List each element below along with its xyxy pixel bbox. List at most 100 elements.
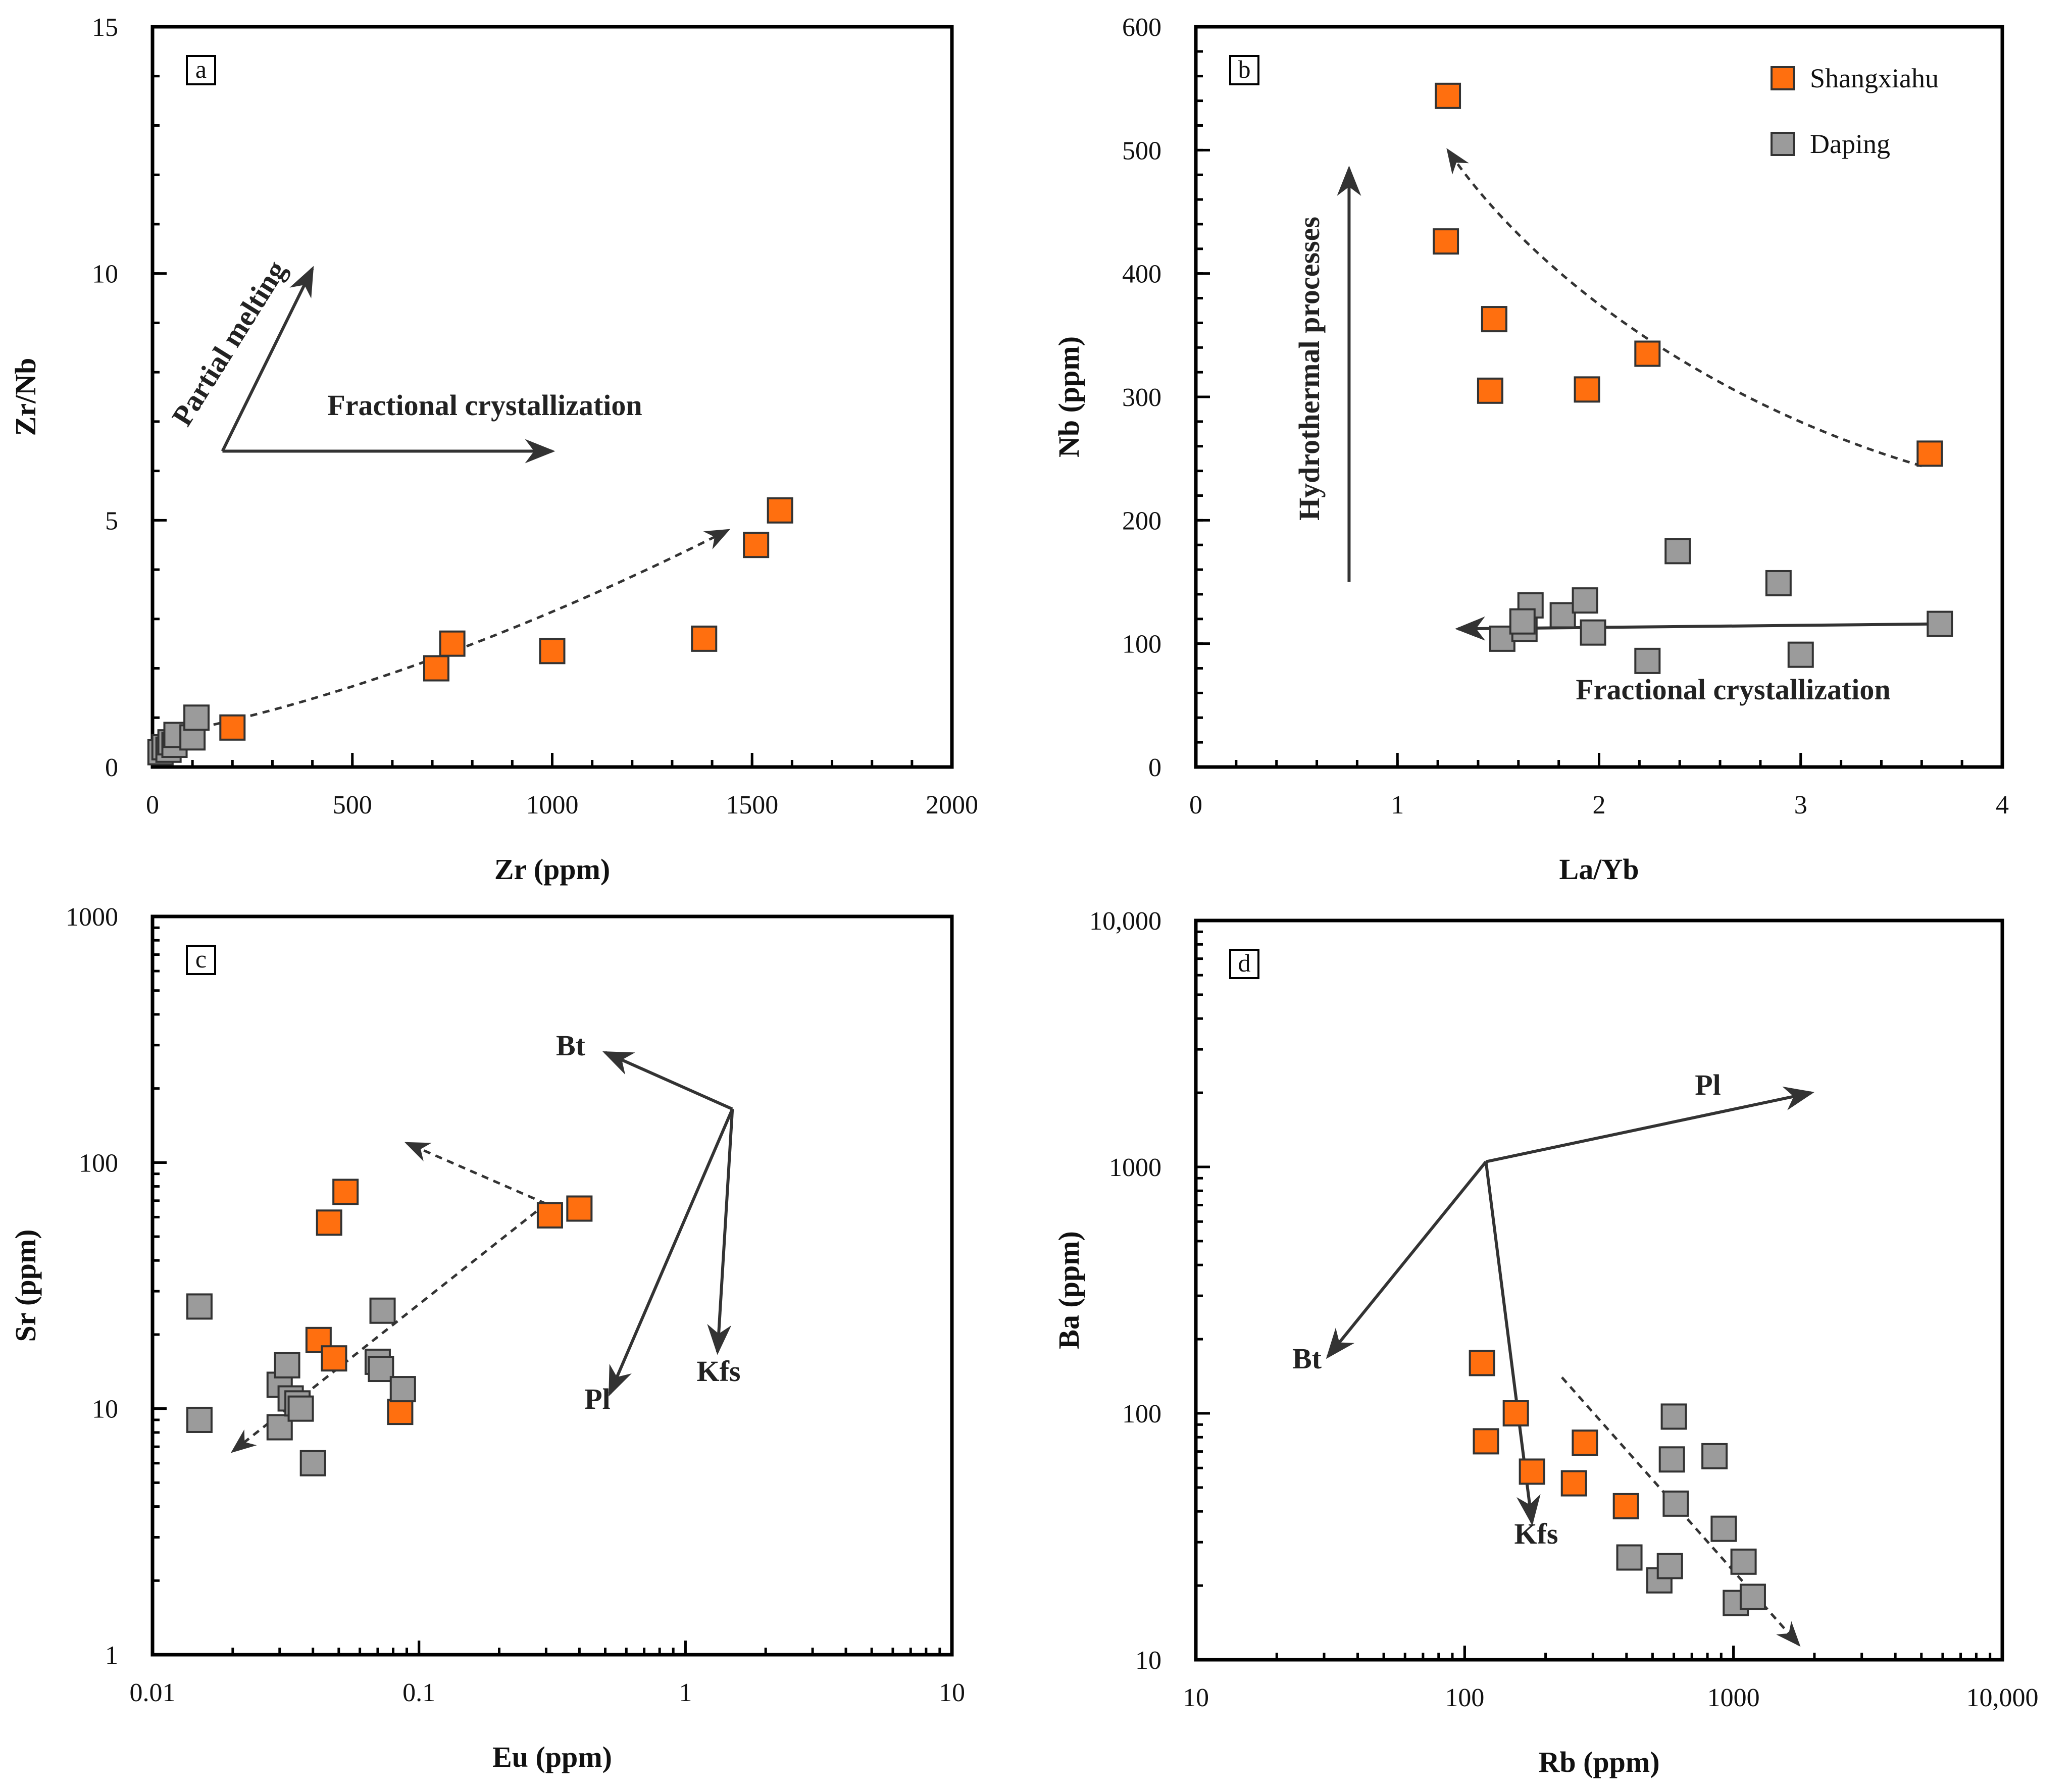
x-tick-label: 10 [1183,1683,1209,1712]
marker-daping [369,1297,396,1324]
marker-daping [299,1450,326,1476]
annotation-label: Partial melting [165,255,292,432]
y-tick-label: 10 [1135,1646,1161,1675]
panel-letter-box [1229,949,1259,979]
marker-daping [1701,1443,1728,1469]
marker-daping [266,1414,293,1441]
x-tick-label: 10 [939,1678,965,1707]
marker-shangxiahu [305,1326,332,1353]
marker-daping [1660,1403,1687,1430]
marker-daping [1616,1544,1643,1571]
x-axis-title: Zr (ppm) [494,853,610,886]
y-tick-label: 300 [1122,383,1161,412]
marker-daping [183,704,210,731]
y-axis-title: Sr (ppm) [9,1230,42,1342]
y-tick-label: 0 [1148,753,1161,782]
annotation-label: Pl [1695,1068,1721,1101]
marker-daping [368,1356,394,1383]
marker-shangxiahu [1916,440,1943,467]
y-tick-label: 1000 [1109,1153,1161,1182]
marker-shangxiahu [332,1179,359,1205]
y-axis-title: Nb (ppm) [1052,336,1085,457]
x-tick-label: 0.1 [402,1678,435,1707]
marker-daping [389,1376,416,1403]
panel-b: 0 1 2 3 4 0 100 200 300 400 500 600 La/Yb Nb (ppm) b Hy… [1052,13,2009,886]
y-tick-label: 400 [1122,260,1161,289]
marker-daping [1730,1548,1757,1575]
marker-daping [1572,587,1598,614]
x-tick-label: 1 [1391,791,1404,820]
annotation-arrow [221,266,314,452]
plot-frame [1194,918,2004,1662]
marker-daping [1580,619,1606,646]
annotation-label: Kfs [1514,1517,1558,1550]
y-tick-label: 0 [105,753,118,782]
panel-letter: c [195,945,207,973]
y-tick-label: 10 [92,1395,118,1424]
dashed-trend [176,529,731,734]
y-tick-label: 100 [1122,630,1161,659]
marker-shangxiahu [321,1345,347,1372]
marker-daping [1662,1490,1689,1517]
legend-swatch [1771,66,1795,90]
marker-daping [274,1352,300,1378]
x-tick-label: 500 [333,791,372,820]
marker-shangxiahu [219,714,246,741]
marker-shangxiahu [1502,1400,1529,1426]
panel-letter-box [1229,55,1259,85]
marker-daping [186,1406,213,1433]
annotation-arrow [1485,1086,1814,1163]
marker-daping [1787,641,1814,668]
annotation-arrow [602,1051,733,1111]
x-tick-label: 100 [1445,1683,1484,1712]
marker-shangxiahu [1572,1429,1598,1456]
marker-shangxiahu [1519,1458,1545,1485]
plot-frame [150,914,954,1657]
x-tick-label: 1000 [1707,1683,1760,1712]
marker-daping [1765,570,1792,596]
marker-daping [1634,647,1661,674]
marker-shangxiahu [316,1209,342,1236]
marker-daping [1656,1553,1683,1579]
dashed-trend [1446,148,1923,468]
marker-shangxiahu [536,1202,563,1229]
y-tick-label: 1 [105,1641,118,1670]
marker-daping [186,1293,213,1320]
marker-shangxiahu [1481,306,1507,333]
y-tick-label: 15 [92,13,118,42]
x-axis-title: Rb (ppm) [1538,1746,1659,1778]
panel-letter: d [1238,949,1251,977]
annotation-label: Bt [1292,1342,1322,1375]
x-tick-label: 1000 [526,791,579,820]
annotation-label: Pl [584,1383,611,1415]
x-tick-label: 4 [1996,791,2009,820]
marker-daping [1549,602,1576,629]
marker-shangxiahu [1473,1428,1499,1455]
panel-c: 0.01 0.1 1 10 1 10 100 1000 Eu (ppm) Sr (ppm) c Bt P… [9,903,965,1773]
legend-label: Shangxiahu [1810,63,1939,93]
y-axis-title: Ba (ppm) [1052,1231,1085,1349]
x-tick-label: 0 [146,791,159,820]
panel-a: 0 500 1000 1500 2000 0 5 10 15 Zr (ppm) Zr/Nb a Part… [9,13,978,886]
legend-label: Daping [1810,129,1890,159]
x-axis-title: Eu (ppm) [492,1741,612,1773]
marker-shangxiahu [1477,377,1503,404]
marker-shangxiahu [539,638,566,665]
panel-letter: b [1238,55,1251,83]
annotation-label: Fractional crystallization [1576,673,1890,706]
annotation-arrow [1455,616,1942,641]
y-tick-label: 100 [79,1149,118,1178]
marker-shangxiahu [743,532,770,558]
panel-letter-box [186,945,216,975]
x-tick-label: 2 [1593,791,1606,820]
x-tick-label: 0.01 [130,1678,176,1707]
marker-daping [1658,1446,1685,1473]
marker-shangxiahu [423,655,449,682]
annotation-label: Fractional crystallization [327,389,642,422]
legend-swatch [1771,132,1795,156]
panel-letter: a [195,55,207,83]
x-axis-title: La/Yb [1559,853,1639,886]
marker-shangxiahu [691,625,718,652]
x-tick-label: 1 [679,1678,692,1707]
